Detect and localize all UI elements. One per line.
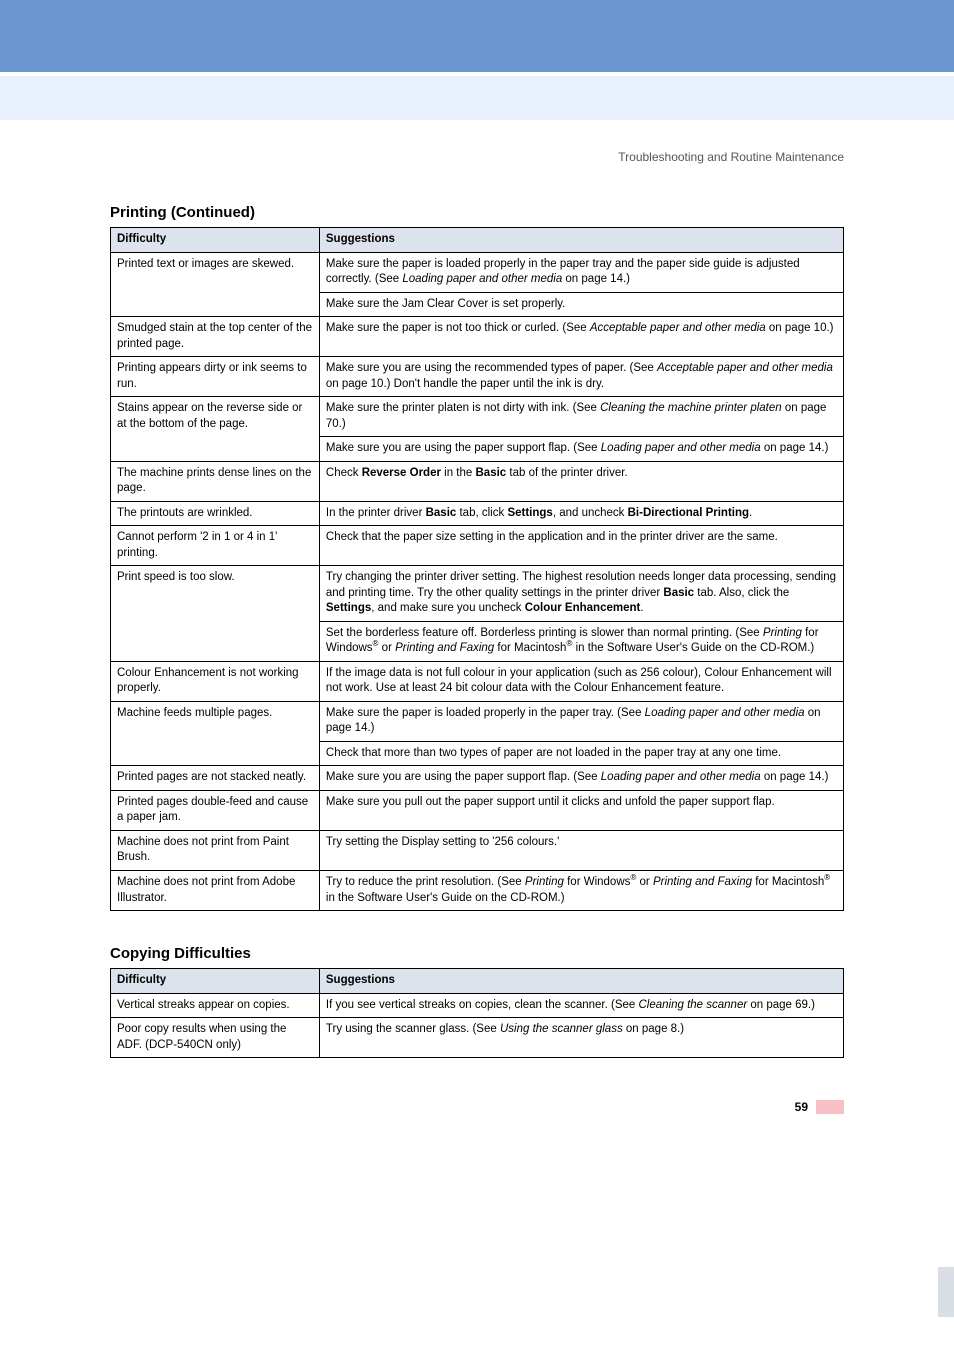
table-cell: Make sure the paper is loaded properly i… [319,701,843,741]
table-cell: Printed text or images are skewed. [111,252,320,317]
table-cell: The printouts are wrinkled. [111,501,320,526]
table-cell: Make sure you are using the recommended … [319,357,843,397]
page-content: Troubleshooting and Routine Maintenance … [0,120,954,1158]
sub-banner [0,76,954,120]
table-cell: Make sure you are using the paper suppor… [319,437,843,462]
section-title-copying: Copying Difficulties [110,945,844,962]
table-cell: Try to reduce the print resolution. (See… [319,870,843,910]
table-cell: If the image data is not full colour in … [319,661,843,701]
table-cell: Make sure the paper is loaded properly i… [319,252,843,292]
running-header: Troubleshooting and Routine Maintenance [110,150,844,164]
table-cell: Check that the paper size setting in the… [319,526,843,566]
table-cell: Make sure you pull out the paper support… [319,790,843,830]
table-cell: Printed pages are not stacked neatly. [111,766,320,791]
table-cell: Make sure you are using the paper suppor… [319,766,843,791]
table-cell: Make sure the printer platen is not dirt… [319,397,843,437]
table-cell: Print speed is too slow. [111,566,320,662]
table-cell: If you see vertical streaks on copies, c… [319,993,843,1018]
col-header-suggestions: Suggestions [319,969,843,994]
table-cell: Try setting the Display setting to '256 … [319,830,843,870]
table-cell: Machine does not print from Adobe Illust… [111,870,320,910]
table-cell: In the printer driver Basic tab, click S… [319,501,843,526]
page-footer: 59 [110,1098,844,1118]
table-cell: Vertical streaks appear on copies. [111,993,320,1018]
table-cell: Try changing the printer driver setting.… [319,566,843,622]
table-cell: The machine prints dense lines on the pa… [111,461,320,501]
table-cell: Make sure the Jam Clear Cover is set pro… [319,292,843,317]
page-number: 59 [795,1100,808,1114]
table-cell: Machine does not print from Paint Brush. [111,830,320,870]
table-cell: Smudged stain at the top center of the p… [111,317,320,357]
table-cell: Printing appears dirty or ink seems to r… [111,357,320,397]
table-cell: Check that more than two types of paper … [319,741,843,766]
side-tab-marker [938,1267,954,1317]
table-cell: Poor copy results when using the ADF. (D… [111,1018,320,1058]
section-title-printing: Printing (Continued) [110,204,844,221]
table-cell: Cannot perform '2 in 1 or 4 in 1' printi… [111,526,320,566]
col-header-difficulty: Difficulty [111,969,320,994]
table-cell: Set the borderless feature off. Borderle… [319,621,843,661]
col-header-difficulty: Difficulty [111,228,320,253]
col-header-suggestions: Suggestions [319,228,843,253]
top-banner [0,0,954,76]
page-tab-icon [816,1100,844,1114]
table-cell: Make sure the paper is not too thick or … [319,317,843,357]
table-cell: Colour Enhancement is not working proper… [111,661,320,701]
table-cell: Check Reverse Order in the Basic tab of … [319,461,843,501]
table-cell: Try using the scanner glass. (See Using … [319,1018,843,1058]
table-cell: Printed pages double-feed and cause a pa… [111,790,320,830]
table-cell: Machine feeds multiple pages. [111,701,320,766]
printing-table: Difficulty Suggestions Printed text or i… [110,227,844,911]
copying-table: Difficulty Suggestions Vertical streaks … [110,968,844,1058]
table-cell: Stains appear on the reverse side or at … [111,397,320,462]
